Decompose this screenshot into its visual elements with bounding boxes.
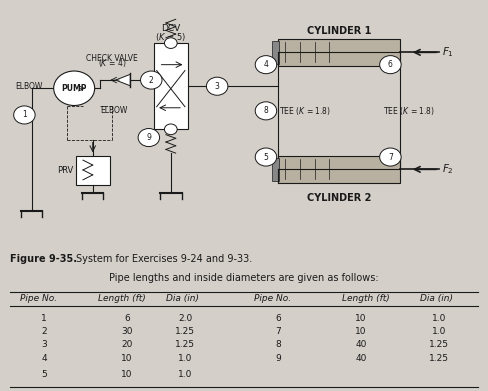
Circle shape: [14, 106, 35, 124]
Circle shape: [164, 38, 177, 48]
Text: 1.0: 1.0: [432, 314, 447, 323]
Text: 40: 40: [355, 341, 367, 350]
Text: 1.25: 1.25: [176, 327, 195, 336]
Text: 8: 8: [264, 106, 268, 115]
Text: System for Exercises 9-24 and 9-33.: System for Exercises 9-24 and 9-33.: [76, 254, 252, 264]
Text: Pipe lengths and inside diameters are given as follows:: Pipe lengths and inside diameters are gi…: [109, 273, 379, 283]
Circle shape: [255, 56, 277, 74]
Circle shape: [380, 148, 401, 166]
Text: CYLINDER 2: CYLINDER 2: [307, 193, 371, 203]
Text: 20: 20: [121, 341, 133, 350]
Bar: [278, 39, 400, 66]
Circle shape: [255, 148, 277, 166]
Text: 4: 4: [41, 354, 47, 363]
Text: DCV: DCV: [161, 24, 181, 33]
Text: 6: 6: [388, 60, 393, 69]
Text: 3: 3: [41, 341, 47, 350]
Text: 10: 10: [355, 327, 367, 336]
Text: Dia (in): Dia (in): [420, 294, 453, 303]
Text: ELBOW: ELBOW: [16, 82, 43, 91]
Bar: [76, 156, 110, 185]
Text: 40: 40: [355, 354, 367, 363]
Text: Dia (in): Dia (in): [166, 294, 199, 303]
Text: 1.0: 1.0: [178, 369, 193, 378]
Text: $F_1$: $F_1$: [442, 45, 453, 59]
Text: 3: 3: [215, 82, 220, 91]
Text: 5: 5: [41, 369, 47, 378]
Text: 6: 6: [275, 314, 281, 323]
Polygon shape: [116, 74, 130, 86]
Text: 1: 1: [22, 110, 27, 120]
Circle shape: [141, 71, 162, 89]
Text: ($K$ = 4): ($K$ = 4): [98, 57, 126, 69]
Text: TEE ($K$ = 1.8): TEE ($K$ = 1.8): [279, 105, 331, 117]
Text: 2: 2: [41, 327, 47, 336]
Text: 2.0: 2.0: [178, 314, 193, 323]
Text: 7: 7: [388, 152, 393, 161]
Circle shape: [380, 56, 401, 74]
Circle shape: [164, 124, 177, 135]
Text: ELBOW: ELBOW: [100, 106, 127, 115]
Text: TEE ($K$ = 1.8): TEE ($K$ = 1.8): [383, 105, 435, 117]
Text: 5: 5: [264, 152, 268, 161]
Text: 1.25: 1.25: [176, 341, 195, 350]
Text: 10: 10: [355, 314, 367, 323]
Bar: [154, 43, 188, 129]
Text: 10: 10: [121, 354, 133, 363]
Bar: [278, 156, 400, 183]
Bar: [272, 158, 279, 181]
Text: CYLINDER 1: CYLINDER 1: [307, 26, 371, 36]
Text: CHECK VALVE: CHECK VALVE: [86, 54, 138, 63]
Text: 1.25: 1.25: [429, 354, 449, 363]
Text: Length (ft): Length (ft): [342, 294, 389, 303]
Text: 1.25: 1.25: [429, 341, 449, 350]
Text: 1.0: 1.0: [178, 354, 193, 363]
Text: $F_2$: $F_2$: [442, 162, 453, 176]
Text: 2: 2: [149, 75, 154, 84]
Text: Pipe No.: Pipe No.: [254, 294, 291, 303]
Circle shape: [206, 77, 228, 95]
Text: PRV: PRV: [57, 166, 73, 175]
Text: 9: 9: [146, 133, 151, 142]
Bar: [272, 41, 279, 64]
Text: 9: 9: [275, 354, 281, 363]
Text: 10: 10: [121, 369, 133, 378]
Text: ($K$ = 5): ($K$ = 5): [155, 31, 186, 43]
Text: Length (ft): Length (ft): [98, 294, 145, 303]
Text: Pipe No.: Pipe No.: [20, 294, 57, 303]
Circle shape: [255, 102, 277, 120]
Text: 1.0: 1.0: [432, 327, 447, 336]
Text: 4: 4: [264, 60, 268, 69]
Circle shape: [138, 129, 160, 147]
Text: 7: 7: [275, 327, 281, 336]
Circle shape: [54, 71, 95, 106]
Text: 6: 6: [124, 314, 130, 323]
Text: Figure 9-35.: Figure 9-35.: [10, 254, 77, 264]
Text: 30: 30: [121, 327, 133, 336]
Text: 1: 1: [41, 314, 47, 323]
Text: 8: 8: [275, 341, 281, 350]
Text: PUMP: PUMP: [61, 84, 87, 93]
